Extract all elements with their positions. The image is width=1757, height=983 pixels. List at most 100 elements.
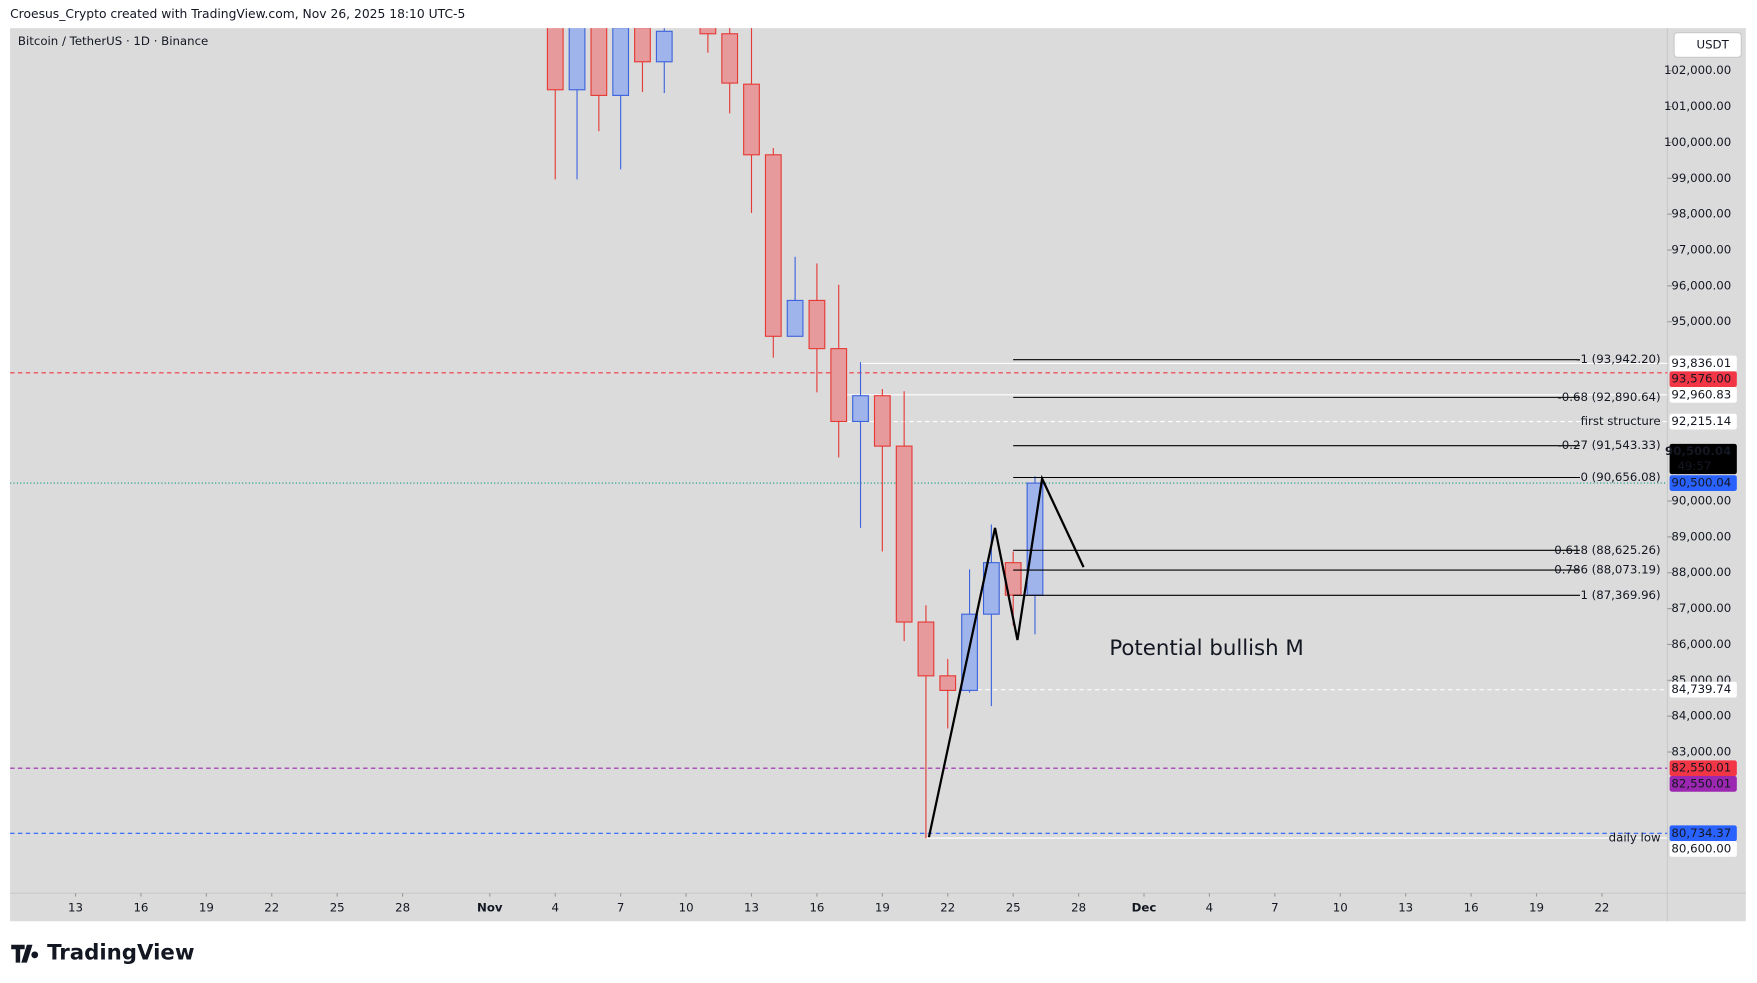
candle-body [699, 28, 717, 35]
candle-body [655, 30, 673, 63]
candle-body [612, 28, 630, 96]
candle-body [634, 28, 651, 63]
price-line-text: daily low [1609, 831, 1661, 845]
candle-body [590, 28, 608, 96]
candle-body [982, 562, 1000, 615]
candle-body [830, 348, 848, 423]
candle-body [808, 299, 826, 350]
x-tick-label: 4 [1206, 900, 1213, 914]
y-tick-label: 89,000.00 [1671, 529, 1731, 543]
x-tick-label: 19 [875, 900, 890, 914]
price-badge [1669, 841, 1737, 857]
candle-body [764, 154, 782, 337]
price-badge [1669, 760, 1737, 777]
x-tick-label: 19 [1529, 900, 1544, 914]
x-tick-label: 22 [940, 900, 955, 914]
symbol-title: Bitcoin / TetherUS · 1D · Binance [18, 34, 208, 48]
price-badge-label: 93,576.00 [1671, 372, 1731, 386]
y-tick-label: 96,000.00 [1671, 278, 1731, 292]
countdown: 49:57 [1677, 459, 1711, 473]
y-tick-label: 86,000.00 [1671, 637, 1731, 651]
price-badge-label: 82,550.01 [1671, 776, 1731, 790]
price-badge-label: 93,836.01 [1671, 356, 1731, 370]
x-tick-label: 7 [1271, 900, 1278, 914]
x-tick-label: 4 [551, 900, 558, 914]
price-badge-label: 90,500.04 [1665, 444, 1731, 458]
candle-body [743, 83, 760, 156]
y-tick-label: 88,000.00 [1671, 565, 1731, 579]
price-badge [1669, 681, 1737, 698]
fib-label: 0.618 (88,625.26) [1554, 543, 1660, 557]
header: Croesus_Crypto created with TradingView.… [10, 7, 465, 21]
y-tick-label: 95,000.00 [1671, 314, 1731, 328]
x-tick-label: 13 [68, 900, 83, 914]
price-badge-label: 92,215.14 [1671, 414, 1731, 428]
x-tick-label: 25 [1006, 900, 1021, 914]
overlay: 83,000.0084,000.0085,000.0086,000.0087,0… [68, 63, 1737, 914]
x-tick-label: 10 [679, 900, 694, 914]
y-tick-label: 87,000.00 [1671, 601, 1731, 615]
y-tick-label: 102,000.00 [1664, 63, 1731, 77]
candle-body [546, 28, 564, 91]
x-tick-label: 19 [199, 900, 214, 914]
price-badge [1669, 776, 1737, 792]
fib-label: 0 (90,656.08) [1580, 470, 1660, 484]
price-badge-label: 90,500.04 [1671, 476, 1731, 490]
candle-body [852, 395, 869, 423]
candle-body [873, 395, 891, 447]
y-tick-label: 97,000.00 [1671, 243, 1731, 257]
y-tick-label: 90,000.00 [1671, 494, 1731, 508]
price-badge [1669, 475, 1737, 491]
price-badge-label: 80,600.00 [1671, 841, 1731, 855]
x-tick-label: 22 [264, 900, 279, 914]
pattern-drawing [927, 474, 1085, 838]
price-badge-label: 82,550.01 [1671, 761, 1731, 775]
panel [10, 28, 1746, 922]
y-tick-label: 83,000.00 [1671, 745, 1731, 759]
candle-body [917, 621, 935, 677]
price-badge [1669, 443, 1737, 475]
price-badge [1669, 387, 1737, 403]
price-badge [1669, 355, 1737, 372]
x-tick-label: 16 [1464, 900, 1479, 914]
x-tick-label: 10 [1333, 900, 1348, 914]
logo-icon [11, 944, 39, 963]
price-line-text: first structure [1581, 414, 1661, 428]
y-tick-label: 101,000.00 [1664, 99, 1731, 113]
currency-box [1673, 32, 1742, 58]
candle-body [1026, 482, 1044, 596]
price-badge [1669, 825, 1737, 842]
price-badge-label: 84,739.74 [1671, 682, 1731, 696]
x-tick-label: 13 [744, 900, 759, 914]
candle-body [568, 28, 586, 91]
annotation: Potential bullish M [1109, 636, 1303, 661]
x-tick-label: 28 [395, 900, 410, 914]
y-tick-label: 84,000.00 [1671, 709, 1731, 723]
fib-label: -0.27 (91,543.33) [1558, 438, 1661, 452]
currency: USDT [1696, 37, 1729, 51]
x-tick-label: 13 [1398, 900, 1413, 914]
x-tick-label: 22 [1594, 900, 1609, 914]
fib-label: -1 (93,942.20) [1576, 352, 1660, 366]
price-badge [1669, 371, 1737, 388]
fib-label: 1 (87,369.96) [1580, 588, 1660, 602]
x-tick-label: 28 [1071, 900, 1086, 914]
candle-body [895, 445, 913, 623]
candle-body [939, 675, 957, 691]
y-tick-label: 99,000.00 [1671, 171, 1731, 185]
y-tick-label: 98,000.00 [1671, 207, 1731, 221]
y-tick-label: 100,000.00 [1664, 135, 1731, 149]
x-tick-label: 16 [809, 900, 824, 914]
plot [10, 28, 1668, 839]
price-badge-label: 92,960.83 [1671, 387, 1731, 401]
candle-body [786, 299, 804, 337]
x-tick-label: Nov [477, 900, 503, 914]
brand: TradingView [47, 941, 194, 966]
x-tick-label: 16 [133, 900, 148, 914]
fib-label: -0.68 (92,890.64) [1558, 390, 1661, 404]
x-tick-label: 25 [330, 900, 345, 914]
candle-body [721, 33, 739, 84]
price-badge-label: 80,734.37 [1671, 826, 1731, 840]
x-tick-label: 7 [617, 900, 624, 914]
